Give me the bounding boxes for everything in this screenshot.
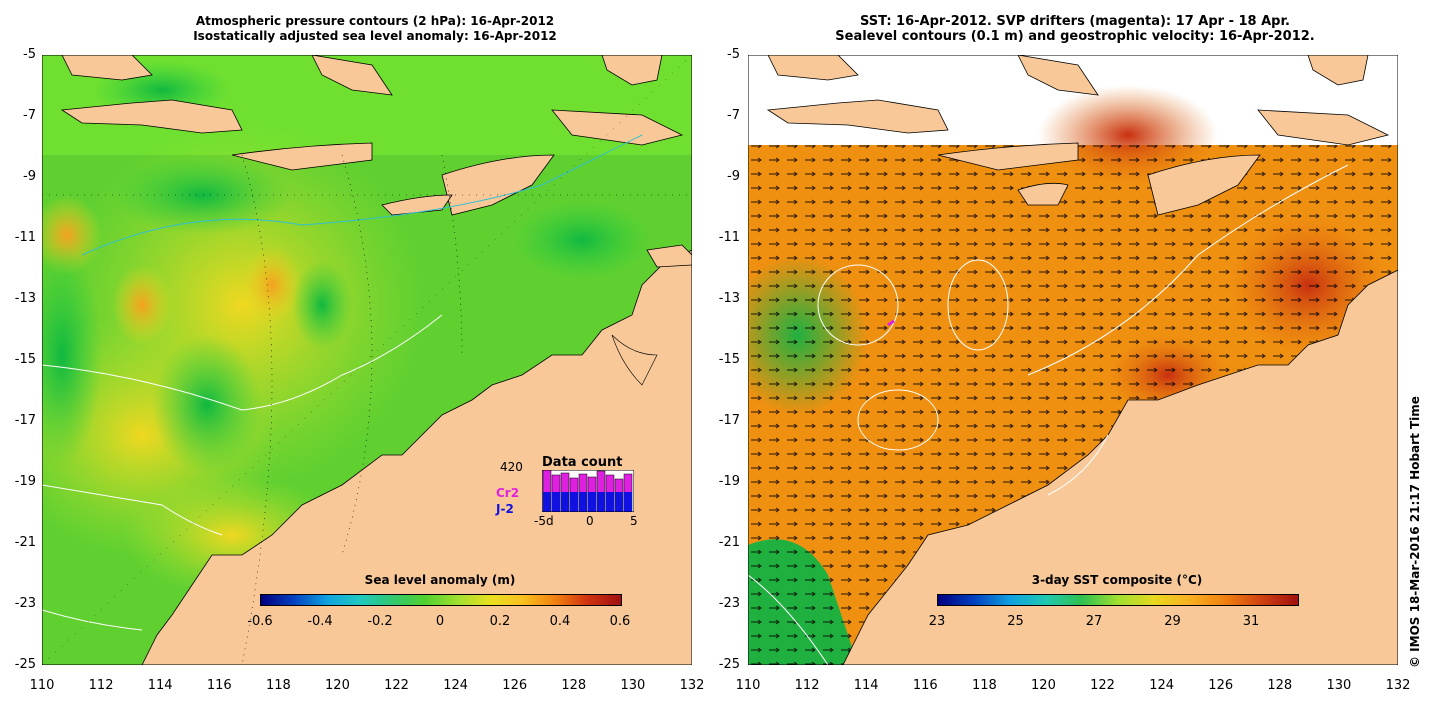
y-tick-label: -5 <box>23 47 36 62</box>
x-tick-label: 114 <box>147 678 173 693</box>
y-tick-label: -11 <box>14 230 36 245</box>
y-tick-label: -17 <box>718 413 740 428</box>
left-title-line1: Atmospheric pressure contours (2 hPa): 1… <box>195 14 555 28</box>
histogram-bar-j2 <box>570 492 578 512</box>
copyright-notice: © IMOS 18-Mar-2016 21:17 Hobart Time <box>1408 396 1422 668</box>
x-tick-label: 114 <box>853 678 879 693</box>
x-tick-label: 124 <box>443 678 469 693</box>
right-colorbar-title: 3-day SST composite (°C) <box>1031 573 1203 587</box>
data-count-j2-label: J-2 <box>496 502 514 516</box>
colorbar-tick-label: 0.4 <box>549 614 571 629</box>
x-tick-label: 126 <box>1208 678 1234 693</box>
sst-map <box>748 55 1398 665</box>
left-title: Atmospheric pressure contours (2 hPa): 1… <box>110 14 640 44</box>
x-tick-label: 112 <box>794 678 820 693</box>
right-title-line1: SST: 16-Apr-2012. SVP drifters (magenta)… <box>860 14 1290 29</box>
y-tick-label: -23 <box>14 596 36 611</box>
right-colorbar <box>937 594 1299 606</box>
x-tick-label: 132 <box>1385 678 1411 693</box>
histogram-bar-cr2 <box>596 470 606 512</box>
x-tick-label: 126 <box>502 678 528 693</box>
borneo-island <box>61 55 153 81</box>
java-island <box>60 99 243 134</box>
left-colorbar <box>260 594 622 606</box>
sst-timor-island <box>1147 154 1261 216</box>
colorbar-tick-label: 31 <box>1242 614 1260 629</box>
y-tick-label: -25 <box>14 657 36 672</box>
y-tick-label: -25 <box>718 657 740 672</box>
data-count-title: Data count <box>542 455 623 470</box>
y-tick-label: -13 <box>718 291 740 306</box>
x-tick-label: 120 <box>325 678 350 693</box>
australia-land <box>141 249 692 665</box>
colorbar-tick-label: -0.2 <box>367 614 393 629</box>
colorbar-tick-label: 0 <box>435 614 445 629</box>
x-tick-label: 128 <box>561 678 587 693</box>
data-count-axis-zero: 0 <box>586 514 594 528</box>
x-tick-label: 130 <box>1326 678 1352 693</box>
x-tick-label: 122 <box>384 678 409 693</box>
right-title: SST: 16-Apr-2012. SVP drifters (magenta)… <box>750 14 1400 44</box>
colorbar-tick-label: 0.2 <box>489 614 511 629</box>
y-tick-label: -5 <box>727 47 740 62</box>
histogram-bar-j2 <box>543 492 551 512</box>
x-tick-label: 118 <box>971 678 997 693</box>
x-tick-label: 110 <box>29 678 55 693</box>
y-tick-label: -9 <box>23 169 36 184</box>
y-tick-label: -23 <box>718 596 740 611</box>
x-tick-label: 112 <box>88 678 114 693</box>
y-tick-label: -7 <box>727 108 740 123</box>
timor-island <box>441 154 555 216</box>
x-tick-label: 120 <box>1031 678 1056 693</box>
y-tick-label: -9 <box>727 169 740 184</box>
data-count-axis-min: -5d <box>534 514 554 528</box>
colorbar-tick-label: -0.4 <box>307 614 333 629</box>
right-title-line2: Sealevel contours (0.1 m) and geostrophi… <box>835 29 1315 44</box>
histogram-bar-j2 <box>552 492 560 512</box>
histogram-bar-j2 <box>579 492 587 512</box>
histogram-bar-j2 <box>588 492 596 512</box>
x-tick-label: 130 <box>620 678 646 693</box>
histogram-bar-j2 <box>615 492 623 512</box>
sea-level-anomaly-map <box>42 55 692 665</box>
left-title-line2: Isostatically adjusted sea level anomaly… <box>193 29 557 43</box>
y-tick-label: -21 <box>718 535 740 550</box>
svp-drifter-track <box>887 319 895 327</box>
y-tick-label: -19 <box>718 474 740 489</box>
x-tick-label: 122 <box>1090 678 1115 693</box>
x-tick-label: 124 <box>1149 678 1175 693</box>
x-tick-label: 116 <box>206 678 232 693</box>
y-tick-label: -19 <box>14 474 36 489</box>
y-tick-label: -15 <box>718 352 740 367</box>
y-tick-label: -7 <box>23 108 36 123</box>
x-tick-label: 110 <box>735 678 761 693</box>
histogram-bar-cr2 <box>542 470 552 512</box>
y-tick-label: -13 <box>14 291 36 306</box>
y-tick-label: -17 <box>14 413 36 428</box>
x-tick-label: 118 <box>265 678 291 693</box>
colorbar-tick-label: 0.6 <box>609 614 631 629</box>
colorbar-tick-label: 23 <box>928 614 946 629</box>
histogram-bar-j2 <box>597 492 605 512</box>
histogram-bar-j2 <box>561 492 569 512</box>
x-tick-label: 128 <box>1267 678 1293 693</box>
colorbar-tick-label: 29 <box>1164 614 1181 629</box>
x-tick-label: 132 <box>679 678 705 693</box>
data-count-max: 420 <box>500 460 523 474</box>
y-tick-label: -11 <box>718 230 740 245</box>
x-tick-label: 116 <box>912 678 938 693</box>
colorbar-tick-label: 27 <box>1085 614 1103 629</box>
colorbar-tick-label: 25 <box>1007 614 1024 629</box>
y-tick-label: -21 <box>14 535 36 550</box>
histogram-bar-j2 <box>606 492 614 512</box>
data-count-axis-max: 5 <box>630 514 638 528</box>
data-count-cr2-label: Cr2 <box>496 486 520 500</box>
colorbar-tick-label: -0.6 <box>247 614 273 629</box>
left-colorbar-title: Sea level anomaly (m) <box>364 573 516 587</box>
histogram-bar-j2 <box>624 492 632 512</box>
y-tick-label: -15 <box>14 352 36 367</box>
data-count-histogram <box>542 470 634 512</box>
